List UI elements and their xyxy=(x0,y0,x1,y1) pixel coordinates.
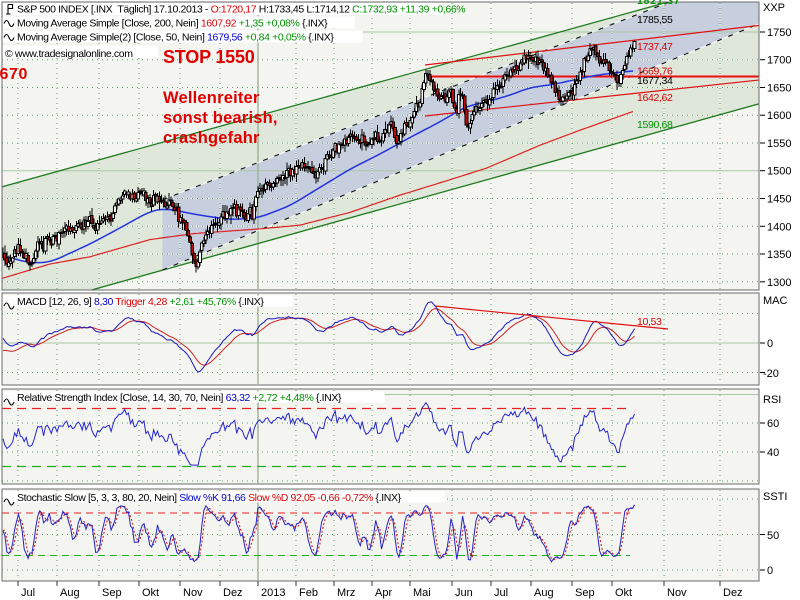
svg-text:1350: 1350 xyxy=(767,249,791,261)
svg-text:0: 0 xyxy=(767,565,773,577)
svg-text:S&P 500 INDEX [.INX Täglich]: S&P 500 INDEX [.INX Täglich] 17.10.2013 … xyxy=(17,4,465,16)
svg-text:Okt: Okt xyxy=(142,587,159,599)
svg-text:Mai: Mai xyxy=(413,587,431,599)
svg-text:1590,68: 1590,68 xyxy=(637,119,673,131)
svg-text:1300: 1300 xyxy=(767,277,791,289)
svg-text:Aug: Aug xyxy=(60,587,80,599)
svg-text:1677,34: 1677,34 xyxy=(637,75,673,87)
svg-text:Dez: Dez xyxy=(723,587,743,599)
svg-text:1500: 1500 xyxy=(767,166,791,178)
svg-text:1750: 1750 xyxy=(767,27,791,39)
svg-text:1650: 1650 xyxy=(767,83,791,95)
svg-text:50: 50 xyxy=(767,530,779,542)
svg-text:STOP 1550: STOP 1550 xyxy=(163,47,255,67)
svg-text:RSI: RSI xyxy=(763,394,781,406)
svg-text:Relative Strength Index [Close: Relative Strength Index [Close, 14, 30, … xyxy=(17,392,342,404)
svg-text:1450: 1450 xyxy=(767,194,791,206)
svg-text:Sep: Sep xyxy=(102,587,122,599)
svg-text:60: 60 xyxy=(767,418,779,430)
svg-text:2013: 2013 xyxy=(261,587,285,599)
svg-text:1642,62: 1642,62 xyxy=(637,92,673,104)
svg-text:Sep: Sep xyxy=(575,587,595,599)
svg-text:Dez: Dez xyxy=(223,587,243,599)
svg-text:SSTI: SSTI xyxy=(763,491,787,503)
svg-text:1670: 1670 xyxy=(0,66,28,83)
svg-text:Jun: Jun xyxy=(455,587,473,599)
svg-text:MAC: MAC xyxy=(763,295,788,307)
svg-text:40: 40 xyxy=(767,447,779,459)
svg-text:0: 0 xyxy=(767,338,773,350)
svg-text:XXP: XXP xyxy=(763,2,785,14)
svg-text:Okt: Okt xyxy=(615,587,632,599)
svg-text:crashgefahr: crashgefahr xyxy=(163,129,260,147)
svg-text:1700: 1700 xyxy=(767,55,791,67)
svg-text:Jul: Jul xyxy=(494,587,508,599)
svg-text:Nov: Nov xyxy=(667,587,687,599)
svg-text:Nov: Nov xyxy=(183,587,203,599)
svg-text:Mrz: Mrz xyxy=(337,587,355,599)
svg-text:© www.tradesignalonline.com: © www.tradesignalonline.com xyxy=(5,48,133,60)
svg-text:1669,76: 1669,76 xyxy=(637,66,673,78)
svg-text:Moving Average Simple(2) [Clos: Moving Average Simple(2) [Close, 50, Nei… xyxy=(17,32,334,44)
svg-text:1821,37: 1821,37 xyxy=(637,0,681,7)
svg-text:Moving Average Simple [Close,: Moving Average Simple [Close, 200, Nein]… xyxy=(17,18,328,30)
svg-text:Apr: Apr xyxy=(375,587,392,599)
svg-text:Aug: Aug xyxy=(534,587,554,599)
svg-text:sonst bearish,: sonst bearish, xyxy=(163,109,278,127)
svg-text:1550: 1550 xyxy=(767,138,791,150)
svg-text:Jul: Jul xyxy=(21,587,35,599)
svg-text:Stochastic Slow [5, 3, 3, 80,: Stochastic Slow [5, 3, 3, 80, 20, Nein] … xyxy=(17,492,402,504)
svg-text:1785,55: 1785,55 xyxy=(637,14,673,26)
svg-text:1600: 1600 xyxy=(767,110,791,122)
svg-text:1400: 1400 xyxy=(767,221,791,233)
svg-text:MACD [12, 26, 9] 8,30 Trigger: MACD [12, 26, 9] 8,30 Trigger 4,28 +2,61… xyxy=(17,296,264,308)
svg-text:Feb: Feb xyxy=(299,587,318,599)
svg-text:1737,47: 1737,47 xyxy=(637,41,673,53)
svg-text:-20: -20 xyxy=(763,368,779,380)
svg-text:Wellenreiter: Wellenreiter xyxy=(163,89,260,107)
svg-text:10,53: 10,53 xyxy=(637,316,662,328)
